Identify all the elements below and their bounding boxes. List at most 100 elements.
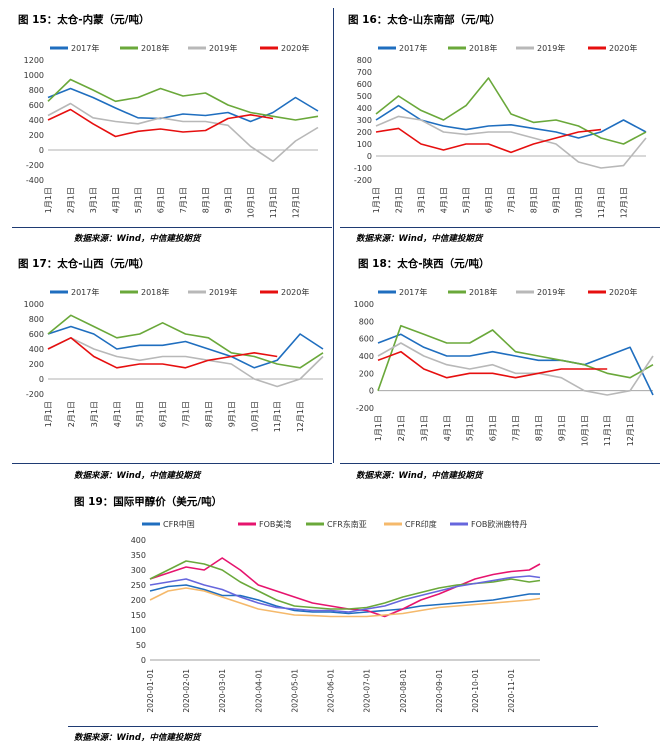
x-tick-label: 10月1日 — [247, 187, 256, 218]
x-tick-label: 8月1日 — [530, 187, 539, 213]
y-tick-label: 150 — [131, 611, 146, 620]
y-tick-label: -100 — [354, 164, 372, 173]
y-tick-label: 400 — [357, 104, 372, 113]
y-tick-label: 300 — [131, 566, 146, 575]
y-tick-label: -200 — [356, 404, 374, 413]
series-line — [47, 102, 319, 163]
legend-label: 2017年 — [399, 43, 427, 53]
y-tick-label: 700 — [357, 68, 372, 77]
x-tick-label: 2020-01-01 — [146, 669, 155, 713]
chart-18-title: 图 18：太仓-陕西（元/吨） — [358, 258, 490, 270]
series-line — [377, 350, 608, 379]
x-tick-label: 1月1日 — [372, 187, 381, 213]
y-tick-label: 200 — [29, 131, 44, 140]
x-tick-label: 2020-10-01 — [471, 669, 480, 713]
chart-16: 2017年 2018年 2019年 2020年 -200 -100 0 100 200 300 40… — [354, 43, 647, 218]
x-tick-label: 8月1日 — [204, 401, 213, 427]
series-line — [47, 337, 324, 388]
x-tick-label: 11月1日 — [269, 187, 278, 218]
x-tick-label: 6月1日 — [489, 415, 498, 441]
x-tick-label: 2020-08-01 — [399, 669, 408, 713]
panel-divider — [333, 8, 334, 463]
y-tick-label: 1200 — [24, 56, 44, 65]
chart-15-title: 图 15：太仓-内蒙（元/吨） — [18, 14, 150, 26]
y-tick-label: 800 — [357, 56, 372, 65]
x-tick-label: 1月1日 — [44, 187, 53, 213]
x-tick-label: 8月1日 — [202, 187, 211, 213]
legend-label: FOB美湾 — [259, 519, 291, 529]
x-tick-label: 6月1日 — [159, 401, 168, 427]
series-line — [47, 108, 274, 138]
y-tick-label: -200 — [354, 176, 372, 185]
series-line — [149, 575, 541, 613]
y-tick-label: -200 — [26, 161, 44, 170]
x-tick-label: 9月1日 — [557, 415, 566, 441]
chart-17-source: 数据来源：Wind，中信建投期货 — [74, 471, 201, 481]
legend-label: 2018年 — [141, 287, 169, 297]
y-tick-label: 50 — [136, 641, 146, 650]
series-line — [375, 115, 647, 169]
legend-label: 2019年 — [209, 43, 237, 53]
legend-label: CFR东南亚 — [327, 519, 367, 529]
y-tick-label: 0 — [367, 152, 372, 161]
x-tick-label: 10月1日 — [575, 187, 584, 218]
legend-label: CFR中国 — [163, 519, 195, 529]
x-tick-label: 4月1日 — [112, 187, 121, 213]
x-tick-label: 11月1日 — [273, 401, 282, 432]
legend-label: 2017年 — [71, 287, 99, 297]
x-tick-label: 4月1日 — [113, 401, 122, 427]
x-tick-label: 3月1日 — [420, 415, 429, 441]
x-tick-label: 2020-11-01 — [507, 669, 516, 713]
x-tick-label: 2020-06-01 — [327, 669, 336, 713]
y-tick-label: 500 — [357, 92, 372, 101]
legend-label: 2017年 — [71, 43, 99, 53]
x-tick-label: 7月1日 — [512, 415, 521, 441]
series-line — [375, 104, 647, 139]
x-tick-label: 12月1日 — [296, 401, 305, 432]
x-tick-label: 6月1日 — [485, 187, 494, 213]
legend-label: 2019年 — [209, 287, 237, 297]
legend-label: 2017年 — [399, 287, 427, 297]
y-tick-label: 600 — [29, 101, 44, 110]
y-tick-label: 1000 — [354, 300, 374, 309]
chart-16-source: 数据来源：Wind，中信建投期货 — [356, 234, 483, 244]
legend-label: 2020年 — [609, 287, 637, 297]
legend-label: FOB欧洲鹿特丹 — [471, 519, 527, 529]
y-tick-label: 600 — [359, 335, 374, 344]
y-tick-label: 200 — [359, 369, 374, 378]
x-tick-label: 9月1日 — [552, 187, 561, 213]
x-tick-label: 2020-04-01 — [254, 669, 263, 713]
x-tick-label: 1月1日 — [374, 415, 383, 441]
x-tick-label: 2月1日 — [395, 187, 404, 213]
x-tick-label: 12月1日 — [292, 187, 301, 218]
x-tick-label: 6月1日 — [157, 187, 166, 213]
y-tick-label: 800 — [29, 86, 44, 95]
x-tick-label: 1月1日 — [44, 401, 53, 427]
legend-label: 2018年 — [469, 287, 497, 297]
chart-18-rule — [340, 463, 660, 464]
x-tick-label: 11月1日 — [603, 415, 612, 446]
y-tick-label: -400 — [26, 176, 44, 185]
x-tick-label: 11月1日 — [597, 187, 606, 218]
y-tick-label: 600 — [29, 330, 44, 339]
series-line — [47, 337, 278, 369]
chart-16-title: 图 16：太仓-山东南部（元/吨） — [348, 14, 501, 26]
x-tick-label: 3月1日 — [89, 187, 98, 213]
y-tick-label: 200 — [357, 128, 372, 137]
y-tick-label: -200 — [26, 390, 44, 399]
legend-label: 2018年 — [469, 43, 497, 53]
x-tick-label: 9月1日 — [227, 401, 236, 427]
x-tick-label: 5月1日 — [462, 187, 471, 213]
series-line — [149, 584, 540, 615]
legend-label: 2020年 — [609, 43, 637, 53]
series-line — [47, 325, 324, 369]
y-tick-label: 200 — [131, 596, 146, 605]
x-tick-label: 3月1日 — [417, 187, 426, 213]
x-tick-label: 2月1日 — [67, 187, 76, 213]
x-tick-label: 12月1日 — [626, 415, 635, 446]
y-tick-label: 600 — [357, 80, 372, 89]
x-tick-label: 2020-03-01 — [218, 669, 227, 713]
chart-17-title: 图 17：太仓-山西（元/吨） — [18, 258, 150, 270]
y-tick-label: 0 — [39, 375, 44, 384]
legend-label: 2019年 — [537, 287, 565, 297]
